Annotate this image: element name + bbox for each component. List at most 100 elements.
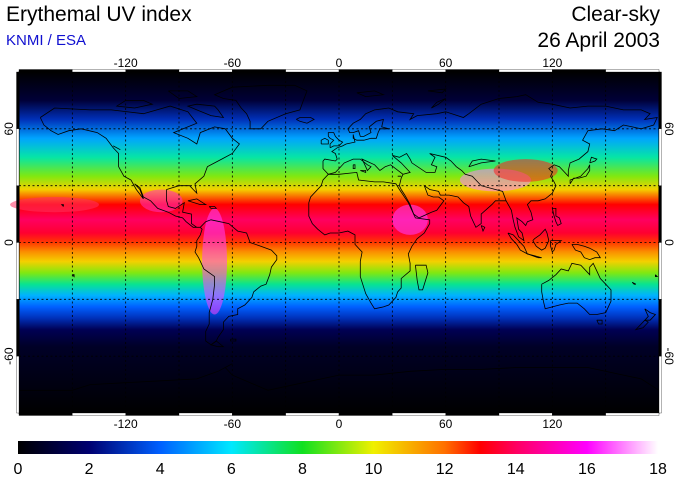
frame-tick-segment (338, 69, 393, 73)
lon-tick-label-bottom: -120 (114, 417, 138, 431)
coastline (308, 171, 431, 310)
coastline (551, 208, 562, 227)
coastline (320, 137, 329, 145)
uv-hotspot (392, 204, 428, 235)
lat-tick-label-left: 60 (2, 122, 16, 136)
frame-tick-segment (178, 412, 233, 416)
coastline (168, 90, 198, 99)
coastline (527, 253, 542, 259)
frame-tick-segment (445, 412, 500, 416)
colorbar-tick-label: 16 (578, 461, 596, 478)
colorbar-tick-label: 0 (14, 461, 23, 478)
lat-tick-label-right: -60 (662, 347, 676, 365)
frame-tick-segment (392, 69, 446, 73)
colorbar-tick-label: 8 (298, 461, 307, 478)
frame-tick-segment (605, 69, 660, 73)
coastline (352, 164, 356, 169)
frame-ticks (16, 69, 662, 416)
frame-tick-segment (18, 69, 73, 73)
coastline (322, 152, 507, 228)
coastline (550, 240, 563, 253)
coastline (643, 308, 657, 321)
frame-tick-segment (552, 412, 606, 416)
gridlines (19, 72, 659, 413)
coastline (113, 145, 121, 151)
coastline (507, 232, 529, 255)
frame-tick-segment (16, 185, 20, 243)
lat-tick-label-left: 0 (2, 239, 16, 246)
coastline (655, 274, 659, 277)
coastline (19, 363, 660, 391)
coastline (571, 244, 602, 261)
map-title: Erythemal UV index (6, 3, 192, 26)
coastline (541, 262, 612, 315)
coastline (431, 98, 446, 109)
colorbar-tick-label: 2 (85, 461, 94, 478)
coastline (194, 219, 278, 346)
lon-tick-label-top: 60 (439, 56, 453, 70)
lon-tick-label-top: 120 (542, 56, 562, 70)
frame-tick-segment (16, 356, 20, 414)
frame-tick-segment (658, 356, 662, 414)
coastline (39, 105, 240, 228)
lon-tick-label-bottom: 0 (336, 417, 343, 431)
uv-hotspot (493, 159, 558, 182)
credit-label: KNMI / ESA (6, 32, 87, 49)
coastline (115, 100, 154, 109)
frame-tick-segment (392, 412, 446, 416)
frame-tick-segment (285, 412, 340, 416)
colorbar (18, 441, 658, 454)
coastline (415, 264, 429, 291)
frame-tick-segment (16, 71, 20, 129)
coastline (634, 319, 649, 331)
uv-hotspot (139, 189, 183, 213)
lon-tick-label-bottom: 60 (439, 417, 453, 431)
lat-tick-label-left: -60 (2, 347, 16, 365)
lon-tick-label-top: 0 (336, 56, 343, 70)
lat-tick-label-right: 60 (662, 122, 676, 136)
coastline (468, 158, 496, 168)
coastline (322, 94, 658, 242)
date-label: 26 April 2003 (537, 29, 660, 52)
coastline (596, 319, 603, 325)
frame-tick-segment (72, 412, 126, 416)
coastlines (19, 84, 660, 391)
coastline (427, 88, 447, 94)
sky-condition-label: Clear-sky (571, 3, 660, 26)
colorbar-tick-label: 4 (156, 461, 165, 478)
lon-tick-label-top: -60 (224, 56, 242, 70)
coastline (72, 274, 75, 278)
frame-tick-segment (285, 69, 340, 73)
coastline (230, 338, 237, 342)
coastline (569, 164, 591, 185)
frame-tick-segment (232, 412, 286, 416)
coastline (296, 117, 315, 124)
lon-tick-label-bottom: 120 (542, 417, 562, 431)
frame-tick-segment (18, 412, 73, 416)
frame-tick-segment (445, 69, 500, 73)
frame-tick-segment (125, 412, 180, 416)
colorbar-tick-label: 12 (436, 461, 454, 478)
colorbar-tick-label: 14 (507, 461, 525, 478)
frame-tick-segment (16, 242, 20, 300)
coastline (360, 170, 367, 173)
coastline (327, 132, 344, 149)
coastline (589, 156, 598, 164)
colorbar-tick-label: 6 (227, 461, 236, 478)
frame-tick-segment (658, 185, 662, 243)
coastline (632, 281, 637, 285)
coastline (208, 206, 218, 209)
coastline (480, 225, 486, 233)
frame-tick-segment (658, 71, 662, 129)
coastline (356, 90, 385, 98)
frame-tick-segment (658, 128, 662, 186)
frame-tick-segment (338, 412, 393, 416)
colorbar-tick-label: 18 (649, 461, 667, 478)
uv-hotspot (202, 208, 227, 315)
lon-tick-label-bottom: -60 (224, 417, 242, 431)
coastline (187, 198, 208, 205)
frame-tick-segment (658, 242, 662, 300)
coastline (210, 340, 225, 348)
frame-tick-segment (658, 299, 662, 357)
